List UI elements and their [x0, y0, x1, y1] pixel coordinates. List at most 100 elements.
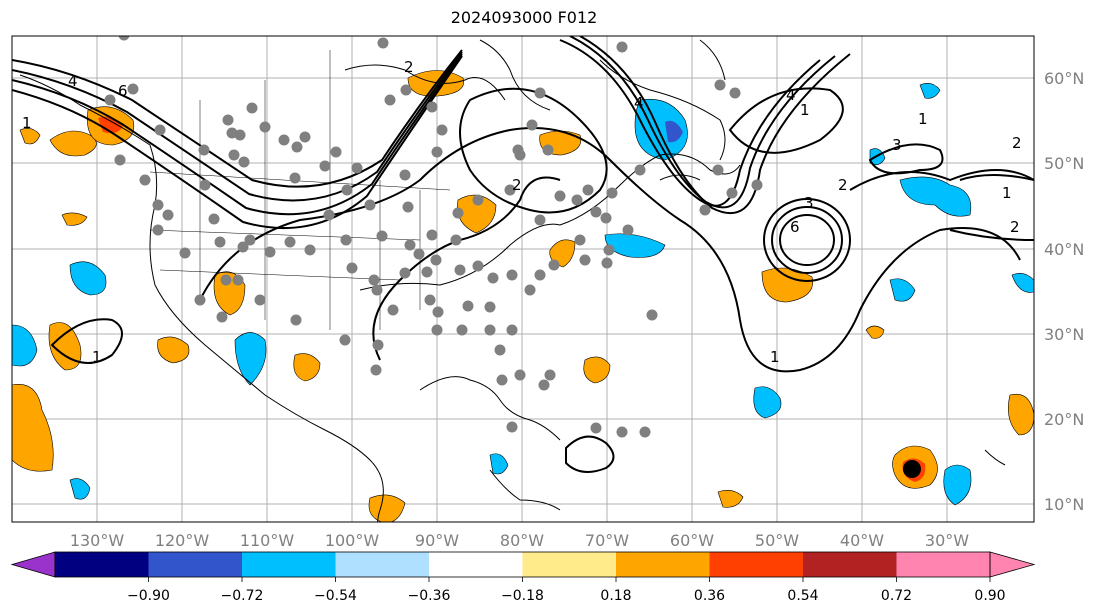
colorbar-swatch	[616, 552, 710, 577]
station-dot	[377, 37, 389, 49]
station-dot	[216, 311, 228, 323]
station-dot	[538, 379, 550, 391]
station-dot	[402, 201, 414, 213]
station-dots	[104, 36, 763, 438]
station-dot	[323, 209, 335, 221]
longitude-label: 50°W	[755, 531, 799, 550]
contour-line	[12, 53, 463, 216]
colorbar-tick-label: −0.54	[314, 588, 357, 604]
colorbar-swatch	[709, 552, 803, 577]
colorbar-swatch	[896, 552, 990, 577]
station-dot	[299, 131, 311, 143]
station-dot	[426, 101, 438, 113]
negative-anomaly	[665, 120, 683, 143]
negative-anomaly	[899, 176, 972, 217]
colorbar-tick-label: −0.72	[221, 588, 264, 604]
station-dot	[590, 422, 602, 434]
contour-label: 1	[918, 110, 928, 128]
colorbar-swatch	[242, 552, 336, 577]
station-dot	[278, 134, 290, 146]
contour-label: 6	[790, 218, 800, 236]
station-dot	[179, 247, 191, 259]
station-dot	[472, 194, 484, 206]
contour-lines	[12, 36, 1034, 473]
contour-label: 1	[1002, 184, 1012, 202]
station-dot	[214, 236, 226, 248]
contour-line	[50, 318, 123, 364]
longitude-label: 110°W	[240, 531, 295, 550]
positive-anomaly	[61, 212, 88, 226]
contour-label: 1	[800, 101, 810, 119]
negative-anomaly	[634, 98, 688, 161]
coastlines	[19, 39, 1006, 522]
station-dot	[524, 284, 536, 296]
colorbar-extend-high	[989, 551, 1036, 578]
contour-label: 2	[1012, 134, 1022, 152]
station-dot	[351, 162, 363, 174]
negative-anomaly	[234, 332, 267, 386]
station-dot	[384, 94, 396, 106]
station-dot	[291, 141, 303, 153]
station-dot	[514, 369, 526, 381]
contour-line	[12, 51, 463, 202]
latitude-label: 10°N	[1044, 495, 1084, 514]
contour-line	[778, 214, 836, 266]
positive-anomaly	[865, 325, 885, 339]
colorbar: −0.90 −0.72 −0.54 −0.36 −0.18 0.18 0.36 0.54 0.7…	[10, 551, 1036, 604]
station-dot	[104, 94, 116, 106]
longitude-label: 90°W	[415, 531, 459, 550]
station-dot	[340, 234, 352, 246]
station-dot	[368, 274, 380, 286]
station-dot	[472, 260, 484, 272]
positive-anomaly	[157, 336, 190, 364]
negative-anomaly	[1011, 273, 1034, 293]
map-title: 2024093000 F012	[450, 8, 598, 27]
latitude-label: 20°N	[1044, 410, 1084, 429]
negative-anomaly	[69, 261, 107, 296]
contour-line	[579, 36, 851, 214]
colorbar-tick-label: 0.36	[694, 588, 725, 604]
station-dot	[127, 83, 139, 95]
contour-label: 2	[1010, 218, 1020, 236]
station-dot	[534, 87, 546, 99]
contour-line	[959, 174, 1034, 181]
station-dot	[341, 184, 353, 196]
contour-line	[199, 127, 1021, 373]
longitude-labels: 130°W 120°W 110°W 100°W 90°W 80°W 70°W 60°W 50°W…	[70, 531, 969, 550]
station-dot	[139, 174, 151, 186]
station-dot	[622, 224, 634, 236]
contour-label: 1	[770, 348, 780, 366]
station-dot	[712, 164, 724, 176]
longitude-label: 30°W	[925, 531, 969, 550]
colorbar-swatch	[335, 552, 429, 577]
station-dot	[232, 274, 244, 286]
colorbar-swatch	[522, 552, 616, 577]
station-dot	[456, 324, 468, 336]
station-dot	[699, 204, 711, 216]
contour-label: 1	[92, 348, 102, 366]
station-dot	[726, 187, 738, 199]
station-dot	[574, 234, 586, 246]
longitude-label: 120°W	[155, 531, 210, 550]
station-dot	[290, 314, 302, 326]
colorbar-swatch	[803, 552, 897, 577]
station-dot	[600, 212, 612, 224]
station-dot	[506, 269, 518, 281]
station-dot	[603, 244, 615, 256]
station-dot	[222, 114, 234, 126]
station-dot	[579, 254, 591, 266]
positive-anomaly	[19, 128, 41, 145]
contour-line	[849, 169, 1034, 191]
station-dot	[208, 213, 220, 225]
station-dot	[199, 179, 211, 191]
contour-label: 4	[68, 72, 78, 90]
station-dot	[432, 306, 444, 318]
negative-anomaly	[889, 278, 916, 302]
contour-label: 6	[118, 82, 128, 100]
colorbar-tick-label: −0.36	[408, 588, 451, 604]
station-dot	[421, 266, 433, 278]
contour-line	[459, 87, 608, 214]
colorbar-swatch	[55, 552, 149, 577]
positive-anomaly	[48, 322, 82, 371]
station-dot	[506, 324, 518, 336]
